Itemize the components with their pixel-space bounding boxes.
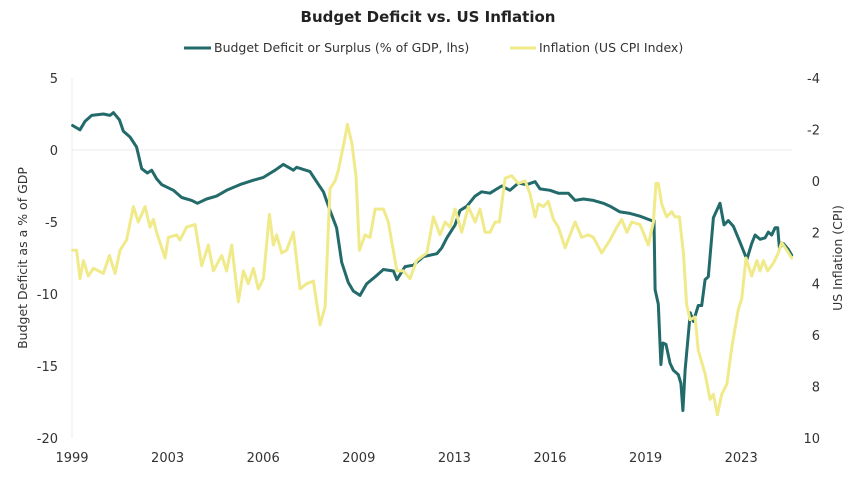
- series-line-inflation: [71, 122, 794, 417]
- x-tick-label: 2009: [342, 451, 375, 466]
- left-y-tick-label: 5: [50, 72, 58, 87]
- left-y-axis-label: Budget Deficit as a % of GDP: [15, 167, 30, 349]
- left-y-tick-label: 0: [50, 144, 58, 159]
- x-tick-label: 2013: [438, 451, 471, 466]
- legend-item-inflation[interactable]: Inflation (US CPI Index): [510, 40, 683, 55]
- x-tick-label: 2016: [533, 451, 566, 466]
- x-tick-label: 2003: [151, 451, 184, 466]
- legend-label-inflation: Inflation (US CPI Index): [539, 40, 683, 55]
- legend-item-deficit[interactable]: Budget Deficit or Surplus (% of GDP, lhs…: [184, 40, 469, 55]
- x-ticks: 1999 2003 2006 2009 2013 2016 2019 2023: [55, 451, 757, 466]
- right-y-tick-label: 6: [812, 329, 820, 344]
- right-y-tick-label: 10: [803, 432, 820, 447]
- x-tick-label: 2023: [725, 451, 758, 466]
- legend-label-deficit: Budget Deficit or Surplus (% of GDP, lhs…: [214, 40, 469, 55]
- right-y-tick-label: 2: [812, 226, 820, 241]
- right-y-tick-label: -4: [807, 72, 820, 87]
- right-y-tick-label: 0: [812, 175, 820, 190]
- series-group: [71, 111, 794, 417]
- series-line-budget-deficit: [71, 111, 794, 413]
- right-y-ticks: -4 -2 0 2 4 6 8 10: [803, 72, 820, 447]
- x-tick-label: 2006: [247, 451, 280, 466]
- right-y-tick-label: 8: [812, 381, 820, 396]
- right-y-tick-label: -2: [807, 123, 820, 138]
- right-y-axis-label: US Inflation (CPI): [830, 205, 845, 311]
- left-y-tick-label: -20: [37, 432, 58, 447]
- x-tick-label: 1999: [55, 451, 88, 466]
- right-y-tick-label: 4: [812, 278, 820, 293]
- x-tick-label: 2019: [629, 451, 662, 466]
- left-y-ticks: 5 0 -5 -10 -15 -20: [37, 72, 58, 447]
- legend: Budget Deficit or Surplus (% of GDP, lhs…: [184, 40, 683, 55]
- left-y-tick-label: -10: [37, 288, 58, 303]
- left-y-tick-label: -5: [45, 216, 58, 231]
- chart-title: Budget Deficit vs. US Inflation: [301, 8, 556, 26]
- left-y-tick-label: -15: [37, 360, 58, 375]
